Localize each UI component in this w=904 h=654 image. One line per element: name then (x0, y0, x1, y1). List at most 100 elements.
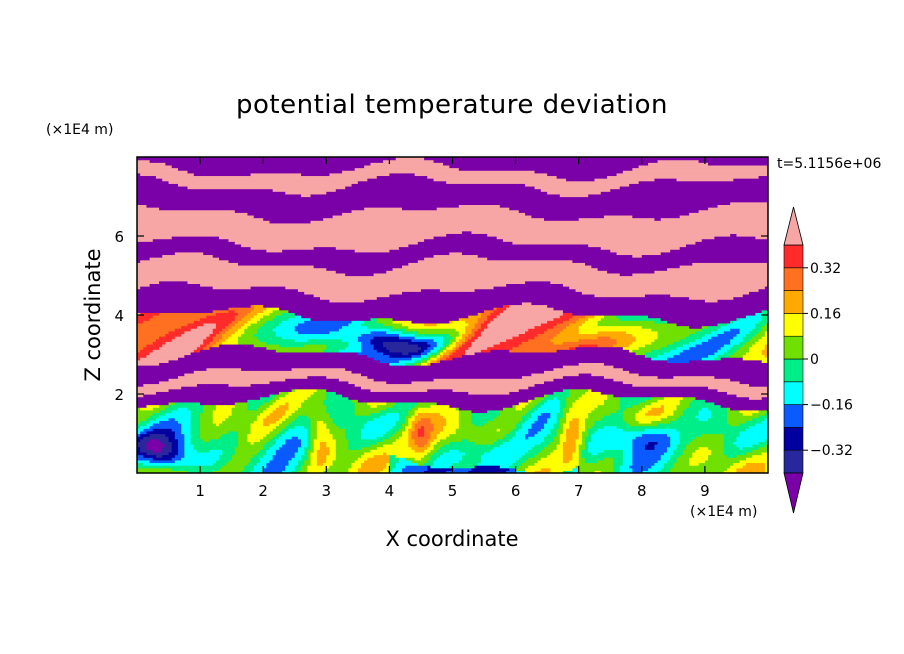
field-cell (275, 449, 299, 453)
field-cell (342, 338, 359, 342)
field-cell (417, 349, 425, 353)
field-cell (443, 343, 447, 348)
field-cell (745, 333, 756, 337)
field-cell (389, 470, 403, 473)
field-cell (329, 449, 337, 453)
field-cell (417, 343, 432, 348)
field-cell (140, 172, 195, 177)
field-cell (436, 341, 444, 345)
field-cell (414, 425, 422, 429)
field-cell (480, 312, 491, 316)
field-cell (137, 343, 148, 348)
field-cell (269, 412, 286, 416)
field-cell (427, 438, 435, 442)
field-cell (474, 325, 482, 329)
field-cell (149, 351, 192, 356)
field-cell (137, 236, 173, 240)
field-cell (137, 241, 236, 245)
field-cell (266, 433, 277, 437)
field-cell (301, 457, 308, 461)
field-cell (578, 425, 586, 429)
field-cell (745, 315, 763, 319)
field-cell (708, 338, 731, 342)
field-cell (389, 454, 397, 458)
field-cell (566, 325, 580, 329)
field-cell (137, 317, 151, 321)
field-cell (405, 362, 416, 366)
field-cell (263, 409, 274, 414)
field-cell (301, 444, 308, 448)
field-cell (544, 422, 555, 427)
field-cell (553, 436, 561, 440)
field-cell (361, 433, 384, 437)
field-cell (745, 451, 763, 456)
field-cell (398, 459, 413, 464)
field-cell (354, 407, 387, 411)
field-cell (553, 336, 599, 340)
field-cell (285, 378, 340, 382)
field-cell (569, 407, 596, 411)
field-cell (632, 446, 646, 450)
field-cell (275, 349, 324, 353)
field-cell (250, 383, 356, 387)
field-cell (278, 430, 286, 435)
field-cell (294, 328, 340, 332)
field-cell (389, 249, 611, 253)
field-cell (351, 370, 545, 374)
field-cell (301, 438, 308, 442)
field-cell (487, 257, 768, 261)
field-cell (534, 409, 561, 414)
field-cell (392, 325, 409, 329)
field-cell (616, 338, 637, 342)
field-cell (316, 449, 331, 453)
field-cell (272, 188, 337, 192)
field-cell (348, 446, 362, 450)
field-cell (247, 320, 258, 324)
field-cell (676, 407, 687, 411)
field-cell (496, 415, 523, 419)
field-cell (137, 180, 170, 184)
field-cell (379, 470, 390, 473)
field-cell (159, 380, 271, 385)
field-cell (241, 470, 252, 473)
field-cell (234, 446, 264, 450)
field-cell (140, 420, 151, 424)
field-cell (449, 449, 460, 453)
field-cell (562, 407, 570, 411)
field-cell (436, 433, 450, 437)
field-cell (745, 341, 756, 345)
field-cell (660, 457, 671, 461)
field-cell (695, 396, 750, 400)
field-cell (178, 357, 375, 361)
field-cell (644, 446, 656, 450)
field-cell (613, 378, 731, 382)
field-cell (278, 417, 286, 421)
field-cell (316, 436, 334, 440)
field-cell (736, 470, 766, 473)
field-cell (679, 415, 697, 419)
field-cell (446, 420, 460, 424)
field-cell (433, 338, 444, 342)
field-cell (137, 164, 173, 169)
field-cell (588, 428, 599, 432)
field-cell (373, 346, 387, 350)
field-cell (250, 246, 315, 250)
field-cell (468, 346, 488, 350)
field-cell (493, 309, 504, 313)
field-cell (433, 425, 444, 429)
colorbar-bin (783, 404, 804, 428)
field-cell (370, 338, 413, 342)
field-cell (534, 170, 624, 174)
field-cell (256, 415, 267, 419)
field-cell (376, 320, 394, 324)
field-cell (137, 301, 523, 306)
field-cell (398, 436, 409, 440)
field-cell (137, 372, 185, 377)
field-cell (329, 412, 356, 416)
field-cell (550, 338, 580, 342)
field-cell (739, 346, 750, 350)
field-cell (742, 338, 750, 342)
field-cell (301, 467, 308, 471)
field-cell (297, 415, 308, 419)
field-cell (436, 457, 463, 461)
